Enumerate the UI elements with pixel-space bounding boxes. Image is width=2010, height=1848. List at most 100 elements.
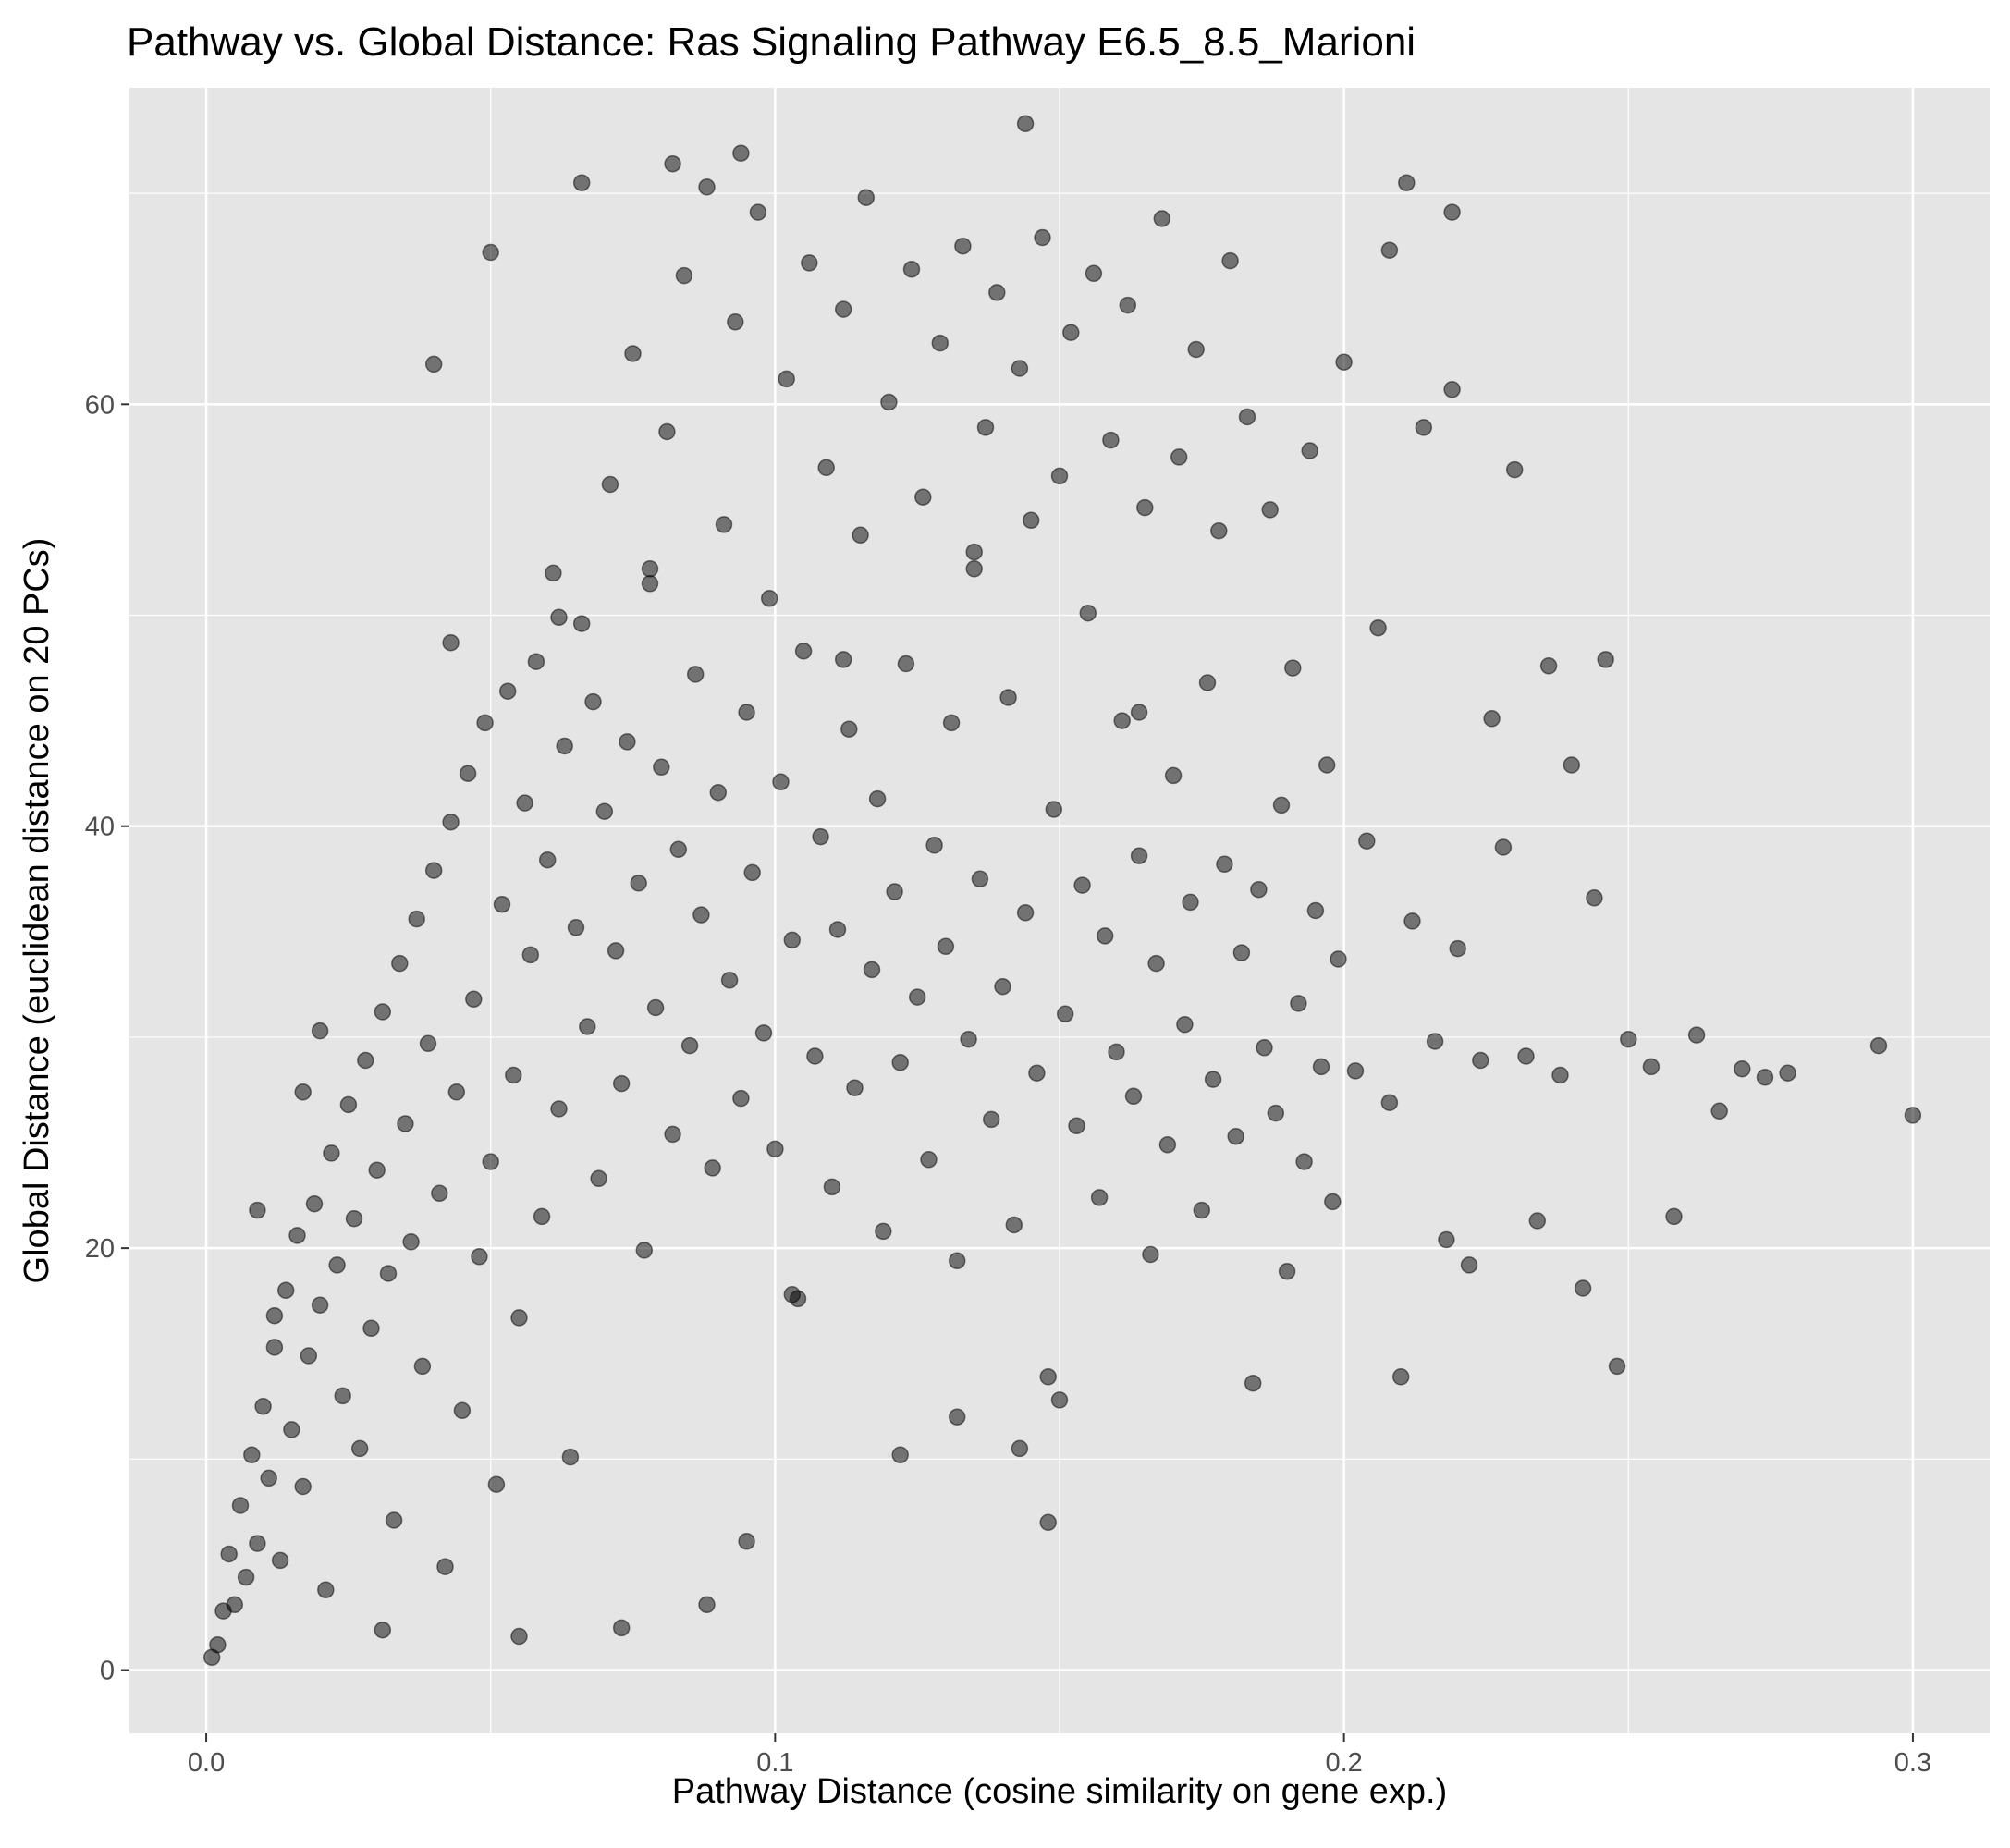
- data-point: [1096, 927, 1114, 945]
- data-point: [527, 653, 545, 670]
- data-point: [1380, 241, 1399, 259]
- data-point: [908, 988, 926, 1006]
- data-point: [1403, 912, 1421, 930]
- data-point: [1250, 880, 1268, 899]
- data-point: [635, 1242, 654, 1259]
- data-point: [1426, 1033, 1444, 1050]
- data-point: [260, 1469, 277, 1487]
- data-point: [692, 906, 710, 924]
- data-point: [994, 977, 1011, 996]
- data-point: [646, 998, 665, 1017]
- data-point: [669, 840, 688, 859]
- data-point: [567, 919, 585, 936]
- data-point: [1869, 1036, 1888, 1055]
- data-point: [1079, 604, 1097, 622]
- data-point: [937, 937, 955, 956]
- data-point: [408, 910, 425, 928]
- data-point: [1056, 1005, 1074, 1023]
- data-point: [424, 355, 443, 373]
- y-tick-label: 0: [100, 1657, 115, 1686]
- data-point: [1147, 954, 1165, 973]
- data-point: [1039, 1513, 1057, 1532]
- data-point: [783, 1286, 802, 1303]
- data-point: [1244, 1374, 1262, 1392]
- data-point: [1369, 618, 1387, 637]
- data-point: [436, 1558, 454, 1575]
- data-point: [368, 1161, 386, 1179]
- data-point: [698, 178, 716, 196]
- data-point: [675, 266, 693, 285]
- data-point: [1232, 944, 1251, 961]
- data-point: [1734, 1059, 1751, 1078]
- data-point: [328, 1256, 346, 1274]
- data-point: [1045, 801, 1063, 818]
- data-point: [982, 1110, 1000, 1129]
- data-point: [550, 1100, 568, 1118]
- data-point: [579, 1018, 596, 1035]
- data-point: [305, 1194, 324, 1213]
- data-point: [1136, 498, 1154, 517]
- data-point: [1221, 251, 1239, 270]
- data-point: [607, 942, 625, 960]
- data-point: [311, 1022, 329, 1040]
- data-point: [1687, 1026, 1706, 1044]
- data-point: [402, 1233, 420, 1251]
- data-point: [828, 921, 847, 938]
- data-point: [664, 1125, 681, 1144]
- x-axis-ticks: 0.0 0.1 0.2 0.3: [188, 1733, 1931, 1778]
- data-point: [1142, 1245, 1159, 1264]
- data-point: [231, 1497, 250, 1514]
- x-tick-label: 0.2: [1325, 1748, 1362, 1778]
- data-point: [794, 643, 813, 660]
- data-point: [1034, 228, 1051, 247]
- minor-gridlines: [129, 88, 1990, 1733]
- data-point: [897, 655, 915, 673]
- data-point: [1187, 340, 1205, 359]
- data-point: [1539, 657, 1558, 675]
- data-point: [732, 1089, 750, 1108]
- data-point: [840, 720, 858, 738]
- data-point: [1443, 381, 1461, 398]
- data-point: [1505, 460, 1524, 479]
- data-point: [226, 1596, 244, 1614]
- y-tick-label: 20: [85, 1234, 115, 1264]
- data-point: [806, 1047, 824, 1065]
- data-point: [209, 1635, 227, 1654]
- data-point: [1124, 1087, 1143, 1106]
- data-point: [249, 1535, 266, 1552]
- data-point: [641, 575, 659, 593]
- data-point: [1153, 210, 1171, 227]
- data-point: [1193, 1201, 1211, 1219]
- data-point: [658, 422, 676, 441]
- data-point: [653, 758, 670, 777]
- data-point: [1005, 1216, 1023, 1234]
- data-point: [1198, 674, 1217, 691]
- data-point: [760, 590, 778, 607]
- data-point: [1085, 264, 1103, 283]
- data-point: [727, 313, 744, 331]
- data-point: [1119, 296, 1137, 314]
- data-point: [424, 862, 443, 879]
- data-point: [1164, 766, 1183, 785]
- data-point: [1391, 1368, 1410, 1386]
- data-point: [510, 1309, 528, 1327]
- data-point: [1227, 1127, 1244, 1145]
- data-point: [556, 737, 573, 755]
- data-point: [1330, 950, 1347, 968]
- data-point: [482, 243, 499, 262]
- data-point: [1551, 1066, 1569, 1084]
- data-point: [612, 1619, 631, 1637]
- data-point: [619, 733, 636, 751]
- major-gridlines: [129, 88, 1990, 1733]
- data-point: [715, 516, 733, 533]
- data-point: [419, 1034, 437, 1053]
- data-point: [1574, 1279, 1592, 1297]
- data-point: [834, 651, 852, 668]
- data-point: [698, 1596, 716, 1614]
- data-point: [317, 1581, 335, 1599]
- data-point: [249, 1201, 266, 1219]
- data-point: [294, 1083, 312, 1101]
- data-point: [265, 1339, 284, 1356]
- data-point: [1090, 1189, 1109, 1206]
